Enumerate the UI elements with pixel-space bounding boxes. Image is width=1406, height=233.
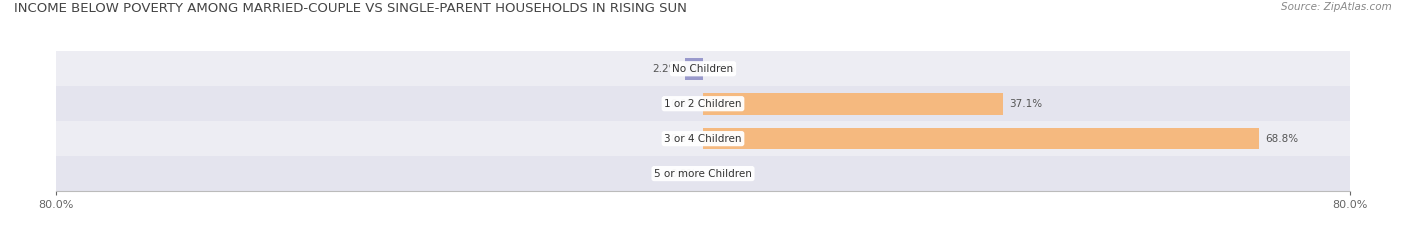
Bar — [56, 156, 1350, 191]
Text: 68.8%: 68.8% — [1265, 134, 1299, 144]
Text: 0.0%: 0.0% — [671, 169, 696, 178]
Text: 5 or more Children: 5 or more Children — [654, 169, 752, 178]
Bar — [703, 128, 1260, 150]
Bar — [685, 58, 703, 80]
Text: INCOME BELOW POVERTY AMONG MARRIED-COUPLE VS SINGLE-PARENT HOUSEHOLDS IN RISING : INCOME BELOW POVERTY AMONG MARRIED-COUPL… — [14, 2, 688, 15]
Text: 0.0%: 0.0% — [671, 134, 696, 144]
Bar — [56, 86, 1350, 121]
Text: 37.1%: 37.1% — [1010, 99, 1042, 109]
Text: 3 or 4 Children: 3 or 4 Children — [664, 134, 742, 144]
Text: 0.0%: 0.0% — [671, 99, 696, 109]
Text: 1 or 2 Children: 1 or 2 Children — [664, 99, 742, 109]
Text: Source: ZipAtlas.com: Source: ZipAtlas.com — [1281, 2, 1392, 12]
Text: 0.0%: 0.0% — [710, 64, 735, 74]
Bar — [703, 93, 1002, 114]
Text: 0.0%: 0.0% — [710, 169, 735, 178]
Bar — [56, 121, 1350, 156]
Text: No Children: No Children — [672, 64, 734, 74]
Bar — [56, 51, 1350, 86]
Text: 2.2%: 2.2% — [652, 64, 679, 74]
